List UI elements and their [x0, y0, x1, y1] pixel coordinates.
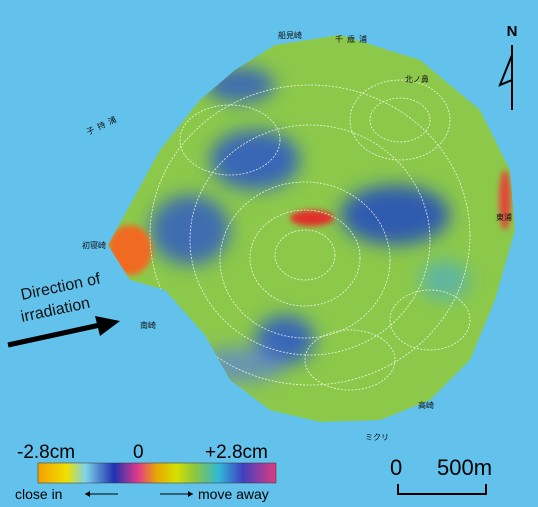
- scale-distance: 500m: [437, 455, 492, 480]
- legend-max: +2.8cm: [205, 442, 268, 463]
- place-label: ミクリ: [365, 433, 389, 442]
- scale-zero: 0: [390, 455, 402, 480]
- place-label: 南崎: [140, 320, 156, 330]
- north-label: N: [507, 23, 518, 40]
- place-label: 千歳浦: [335, 34, 371, 44]
- colorbar: [38, 463, 276, 483]
- legend-min: -2.8cm: [17, 442, 75, 463]
- place-label: 北ノ鼻: [405, 74, 429, 84]
- place-label: 東浦: [496, 212, 512, 222]
- map: 船見崎 千歳浦 北ノ鼻 子持浦 初寝崎 南崎 東浦 高崎 ミクリ N Direc…: [0, 0, 538, 507]
- place-label: 船見崎: [278, 30, 302, 40]
- legend-right-caption: move away: [198, 486, 269, 502]
- legend-mid: 0: [133, 442, 144, 463]
- place-label: 高崎: [418, 400, 434, 410]
- legend-left-caption: close in: [15, 486, 62, 502]
- place-label: 初寝崎: [82, 240, 106, 250]
